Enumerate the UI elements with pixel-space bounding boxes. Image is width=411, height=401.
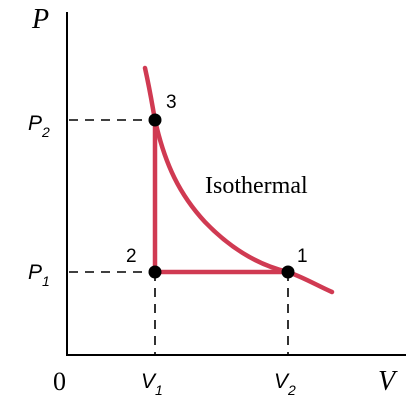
curve-label: Isothermal <box>205 173 308 199</box>
point-label: 2 <box>126 246 137 267</box>
state-point <box>148 113 162 127</box>
origin-label: 0 <box>53 367 66 396</box>
state-point <box>281 265 295 279</box>
tick-base: V <box>274 370 290 393</box>
tick-sub: 2 <box>41 124 50 140</box>
point-label: 1 <box>297 246 308 267</box>
y-axis-label: P <box>31 4 49 35</box>
guide-lines <box>69 119 289 354</box>
tick-sub: 2 <box>287 382 296 398</box>
tick-base: V <box>141 370 157 393</box>
p1-label: P1 <box>28 261 50 289</box>
tick-sub: 1 <box>155 382 163 398</box>
v2-label: V2 <box>274 370 296 398</box>
point-label: 3 <box>166 92 177 113</box>
v1-label: V1 <box>141 370 163 398</box>
tick-base: P <box>28 112 42 135</box>
state-point <box>148 265 162 279</box>
tick-base: P <box>28 261 42 284</box>
tick-sub: 1 <box>42 273 50 289</box>
p2-label: P2 <box>28 112 50 140</box>
axes <box>66 12 406 356</box>
x-axis-label: V <box>378 366 398 397</box>
